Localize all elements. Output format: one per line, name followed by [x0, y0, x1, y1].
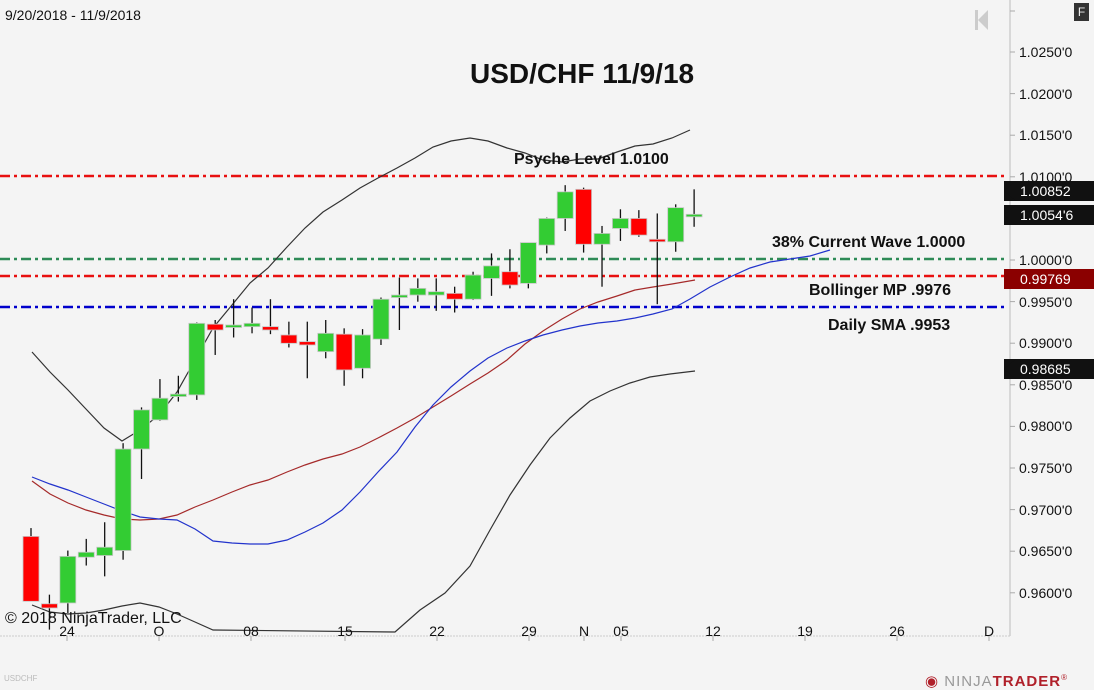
candle [59, 550, 77, 613]
y-tick-label: 1.0000'0 [1019, 252, 1073, 268]
y-tick-label: 1.0250'0 [1019, 44, 1073, 60]
x-tick-label: 15 [337, 623, 353, 639]
f-button[interactable]: F [1074, 3, 1089, 21]
x-tick-label: 29 [521, 623, 537, 639]
candle [575, 187, 592, 253]
y-tick-label: 1.0150'0 [1019, 127, 1073, 144]
date-range-label: 9/20/2018 - 11/9/2018 [5, 7, 141, 23]
x-tick-label: 05 [613, 623, 629, 639]
y-tick-label: 1.0100'0 [1019, 168, 1073, 185]
y-tick-label: 0.9750'0 [1019, 460, 1073, 476]
candle [593, 225, 611, 287]
instrument-symbol: USDCHF [4, 674, 38, 683]
candle [464, 271, 482, 301]
candle [169, 375, 187, 402]
x-tick-label: 19 [797, 623, 813, 639]
candle [151, 379, 169, 421]
x-tick-label: O [153, 623, 165, 639]
candle [372, 297, 390, 345]
candle [427, 278, 445, 311]
candle [298, 321, 316, 379]
candle [538, 217, 556, 254]
candle [262, 299, 279, 335]
candle [648, 213, 666, 305]
candle [501, 249, 519, 289]
candle [22, 528, 40, 602]
scroll-to-start-icon[interactable] [975, 9, 989, 36]
bollinger-mp-label: Bollinger MP .9976 [809, 282, 951, 299]
logo-mark-icon: ◉ [925, 673, 945, 690]
candle [114, 443, 132, 560]
psyche-level-label: Psyche Level 1.0100 [514, 151, 669, 168]
candle [77, 538, 95, 566]
candle [685, 189, 703, 227]
x-tick-label: 22 [429, 623, 445, 639]
lower-bollinger-band [31, 370, 696, 633]
candle [335, 328, 353, 386]
candle [446, 286, 464, 313]
candle [188, 322, 206, 400]
candle [206, 320, 224, 355]
candle [133, 407, 150, 479]
candlestick-series [22, 185, 703, 630]
x-tick-label: 08 [243, 623, 259, 639]
y-tick-label: 0.9950'0 [1019, 293, 1073, 310]
price-tag: 1.00852 [1004, 181, 1094, 201]
x-tick-label: 26 [889, 623, 905, 639]
x-tick-label: 12 [705, 623, 721, 639]
y-tick-label: 0.9700'0 [1019, 501, 1073, 518]
candle [243, 307, 261, 334]
chart-title: USD/CHF 11/9/18 [470, 58, 695, 89]
price-tag: 0.98685 [1004, 359, 1094, 379]
y-tick-label: 0.9650'0 [1019, 543, 1073, 560]
y-tick-label: 0.9850'0 [1019, 376, 1073, 393]
candle [667, 204, 685, 252]
candle [41, 594, 58, 630]
bollinger-middle-line [31, 279, 696, 521]
daily-sma-label: Daily SMA .9953 [828, 317, 951, 334]
candle [519, 242, 537, 289]
x-tick-label: N [578, 623, 590, 639]
copyright-text: © 2018 NinjaTrader, LLC [5, 610, 182, 627]
candle [96, 522, 114, 577]
candle [556, 185, 574, 231]
candle [630, 210, 648, 237]
daily-sma-line-series [31, 249, 831, 545]
x-tick-label: 24 [59, 623, 75, 639]
candle [354, 329, 371, 379]
y-tick-label: 1.0200'0 [1019, 85, 1073, 102]
x-tick-label: D [983, 623, 995, 639]
y-axis-ticks [1010, 10, 1015, 594]
y-tick-label: 0.9900'0 [1019, 335, 1073, 352]
x-axis-ticks [66, 636, 990, 641]
price-tag: 1.0054'6 [1004, 205, 1094, 225]
wave-38-label: 38% Current Wave 1.0000 [772, 234, 966, 251]
y-tick-label: 0.9600'0 [1019, 584, 1073, 601]
candle [390, 277, 408, 330]
price-tag: 0.99769 [1004, 269, 1094, 289]
ninjatrader-logo: ◉ NINJATRADER® [925, 673, 1069, 690]
candle [317, 320, 335, 359]
candle [483, 253, 500, 296]
y-tick-label: 0.9800'0 [1019, 418, 1073, 435]
candle [225, 299, 243, 338]
candle [612, 209, 629, 241]
candle [409, 278, 427, 302]
candle [280, 321, 298, 348]
